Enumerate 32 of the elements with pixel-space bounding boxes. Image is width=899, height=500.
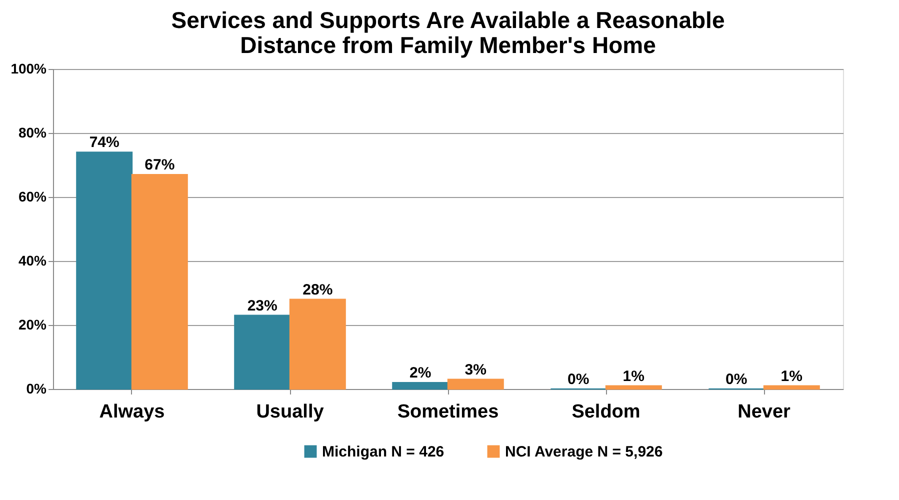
data-label: 2% bbox=[410, 364, 432, 382]
y-tick-label: 0% bbox=[26, 380, 48, 396]
legend-label: NCI Average N = 5,926 bbox=[505, 444, 663, 461]
bar bbox=[392, 382, 449, 390]
data-label: 28% bbox=[302, 281, 333, 298]
bar bbox=[763, 385, 820, 390]
y-tick-label: 100% bbox=[10, 60, 48, 76]
x-tick-label: Always bbox=[99, 402, 165, 422]
data-label: 67% bbox=[144, 156, 175, 174]
data-label: 74% bbox=[89, 134, 120, 152]
data-label: 3% bbox=[464, 361, 486, 378]
y-tick-label: 80% bbox=[18, 124, 48, 140]
data-label: 0% bbox=[726, 371, 748, 388]
bar bbox=[131, 174, 188, 390]
data-label: 1% bbox=[780, 368, 802, 385]
y-tick-label: 20% bbox=[18, 316, 48, 332]
bar bbox=[605, 385, 662, 390]
chart-title: Services and Supports Are Available a Reasonable Distance from Family Member's Home bbox=[171, 7, 725, 58]
x-tick-label: Sometimes bbox=[397, 402, 499, 422]
data-label: 1% bbox=[622, 368, 644, 385]
bar bbox=[289, 298, 346, 390]
x-tick-label: Never bbox=[738, 402, 792, 422]
data-label: 23% bbox=[247, 297, 278, 314]
x-tick-label: Seldom bbox=[572, 402, 640, 422]
bar bbox=[234, 314, 291, 390]
bar bbox=[447, 378, 504, 390]
y-tick-label: 60% bbox=[18, 188, 48, 204]
bar bbox=[76, 152, 133, 390]
legend-label: Michigan N = 426 bbox=[322, 444, 444, 461]
y-tick-label: 40% bbox=[18, 252, 48, 268]
data-label: 0% bbox=[568, 371, 590, 388]
x-tick-label: Usually bbox=[256, 402, 324, 422]
